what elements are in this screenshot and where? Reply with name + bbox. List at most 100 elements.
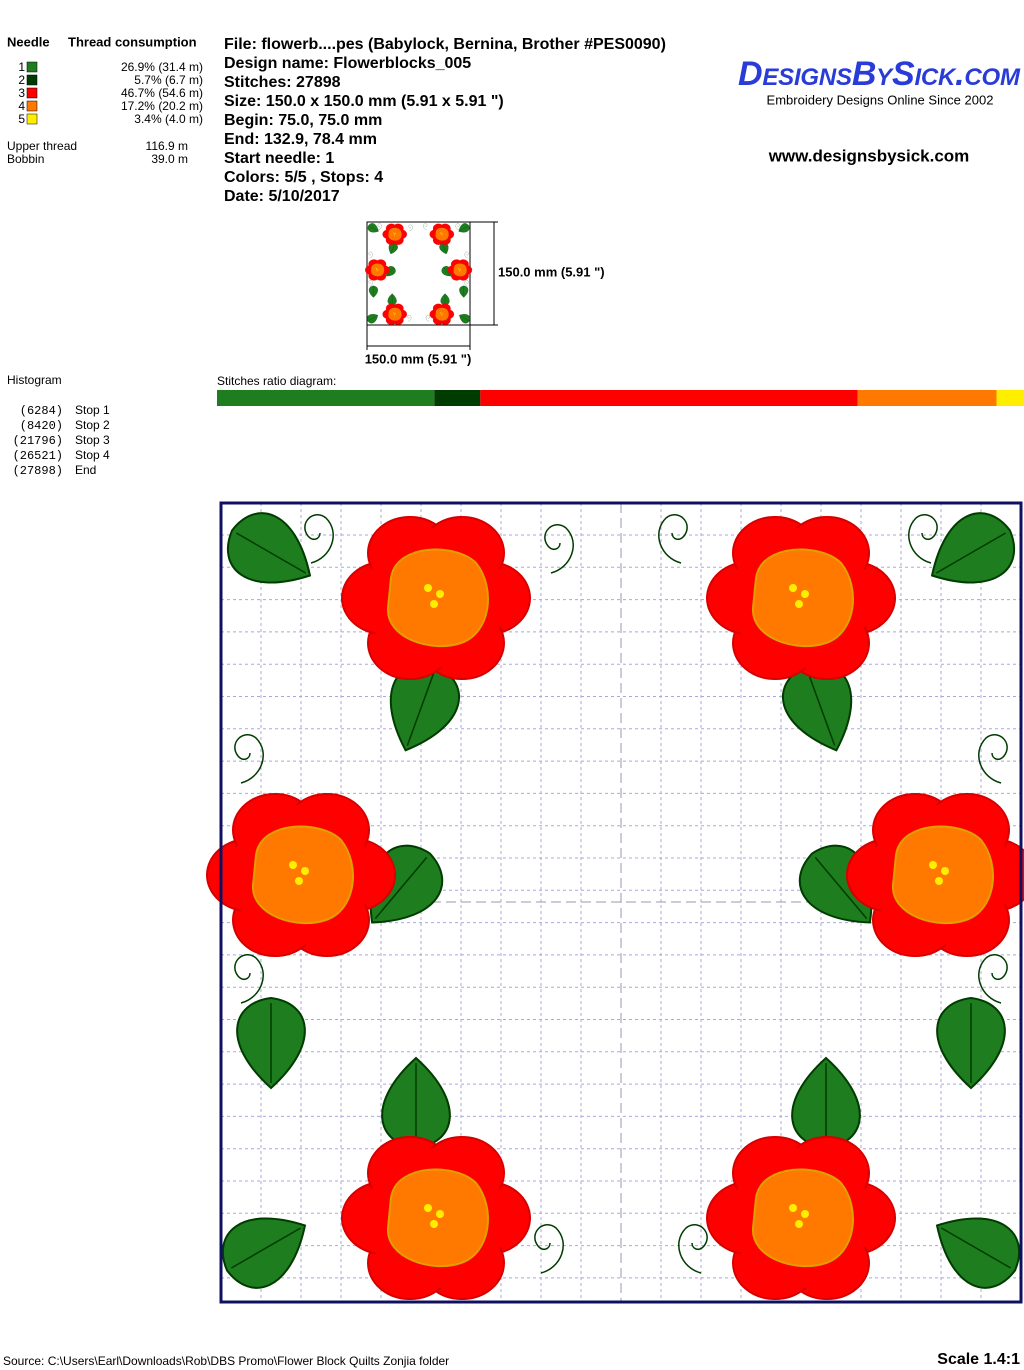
leaf (930, 512, 1016, 584)
flower-dot (289, 861, 297, 869)
flower-dot (795, 600, 803, 608)
leaf-vein (814, 856, 868, 920)
needle-consumption: 26.9% (31.4 m) (121, 60, 203, 74)
needle-consumption: 17.2% (20.2 m) (121, 99, 203, 113)
needle-consumption: 3.4% (4.0 m) (134, 112, 203, 126)
flower-dot (301, 867, 309, 875)
swirl (978, 954, 1008, 1004)
stop-count: (6284) (20, 404, 63, 418)
flower (429, 223, 455, 245)
needle-number: 3 (18, 86, 25, 100)
swirl (455, 223, 460, 230)
flower-center (388, 227, 402, 241)
stop-count: (21796) (13, 434, 63, 448)
width-label: 150.0 mm (5.91 ") (365, 351, 472, 366)
leaf-shape (459, 314, 471, 324)
design-info-line: Size: 150.0 x 150.0 mm (5.91 x 5.91 ") (224, 93, 504, 110)
leaf-vein (935, 532, 1007, 574)
flower-dot (929, 861, 937, 869)
leaf (791, 1056, 861, 1150)
stop-count: (26521) (13, 449, 63, 463)
flower-dot (941, 867, 949, 875)
flower-dot (430, 600, 438, 608)
needle-number: 1 (18, 60, 25, 74)
flower-dot (376, 270, 378, 272)
needle-number: 5 (18, 112, 25, 126)
leaf (935, 1217, 1021, 1289)
flower-dot (458, 268, 460, 270)
flower-dot (935, 877, 943, 885)
swirl (408, 224, 413, 232)
leaf (381, 1056, 451, 1150)
leaf-shape (935, 1217, 1021, 1289)
swirl (544, 524, 574, 574)
stop-label: Stop 1 (75, 403, 110, 417)
needle-consumption: 46.7% (54.6 m) (121, 86, 203, 100)
flower-dot (394, 313, 396, 315)
design-info-line: Design name: Flowerblocks_005 (224, 55, 471, 72)
leaf (221, 1217, 307, 1289)
leaf (459, 285, 469, 298)
flower (382, 223, 407, 245)
swirl (377, 223, 382, 230)
leaf-vein (406, 670, 436, 746)
flower-dot (393, 312, 395, 314)
leaf (367, 223, 379, 233)
swirl (368, 251, 373, 259)
ratio-segment (217, 390, 435, 406)
flower-dot (394, 233, 396, 235)
flower-center (386, 548, 489, 648)
swirl (978, 734, 1008, 784)
design-info-line: End: 132.9, 78.4 mm (224, 131, 377, 148)
needle-number: 4 (18, 99, 25, 113)
leaf (439, 242, 449, 255)
flower-dot (440, 312, 442, 314)
swirl (368, 280, 373, 287)
flower-center (453, 263, 467, 277)
logo-tagline: Embroidery Designs Online Since 2002 (767, 92, 994, 107)
design-artwork (206, 512, 1024, 1301)
leaf (387, 293, 397, 306)
flower-dot (441, 233, 443, 235)
leaf (367, 314, 378, 324)
design-info-line: Stitches: 27898 (224, 74, 341, 91)
flower-dot (424, 1204, 432, 1212)
needle-swatch (26, 61, 38, 73)
swirl (234, 734, 264, 784)
flower (365, 259, 390, 281)
design-info-line: Begin: 75.0, 75.0 mm (224, 112, 382, 129)
flower-dot (436, 1210, 444, 1218)
flower-dot (393, 234, 395, 236)
ratio-title: Stitches ratio diagram: (217, 374, 336, 388)
upper-thread-value: 116.9 m (146, 139, 188, 153)
ratio-segment (434, 390, 481, 406)
bobbin-label: Bobbin (7, 152, 44, 166)
design-info-line: Start needle: 1 (224, 150, 334, 167)
leaf-shape (930, 512, 1016, 584)
design-frame (219, 501, 1023, 1304)
stop-count: (8420) (20, 419, 63, 433)
flower (706, 515, 896, 681)
flower-dot (440, 232, 442, 234)
leaf-vein (374, 856, 428, 920)
leaf-vein (442, 243, 447, 254)
leaf (458, 223, 470, 233)
flower-center (891, 825, 994, 925)
design-info-line: Date: 5/10/2017 (224, 188, 340, 205)
flower (341, 515, 531, 681)
leaf-vein (368, 225, 378, 232)
flower-dot (801, 1210, 809, 1218)
swirl (425, 315, 430, 322)
needle-header: Needle (7, 34, 50, 49)
flower-dot (459, 268, 461, 270)
flower (206, 792, 396, 958)
leaf (936, 996, 1006, 1090)
flower-dot (459, 270, 461, 272)
flower-dot (393, 232, 395, 234)
stop-label: Stop 3 (75, 433, 110, 447)
logo-brand: DesignsBySick.com (738, 55, 1021, 93)
leaf-vein (368, 315, 378, 321)
stop-label: End (75, 463, 96, 477)
flower-center (386, 1168, 489, 1268)
